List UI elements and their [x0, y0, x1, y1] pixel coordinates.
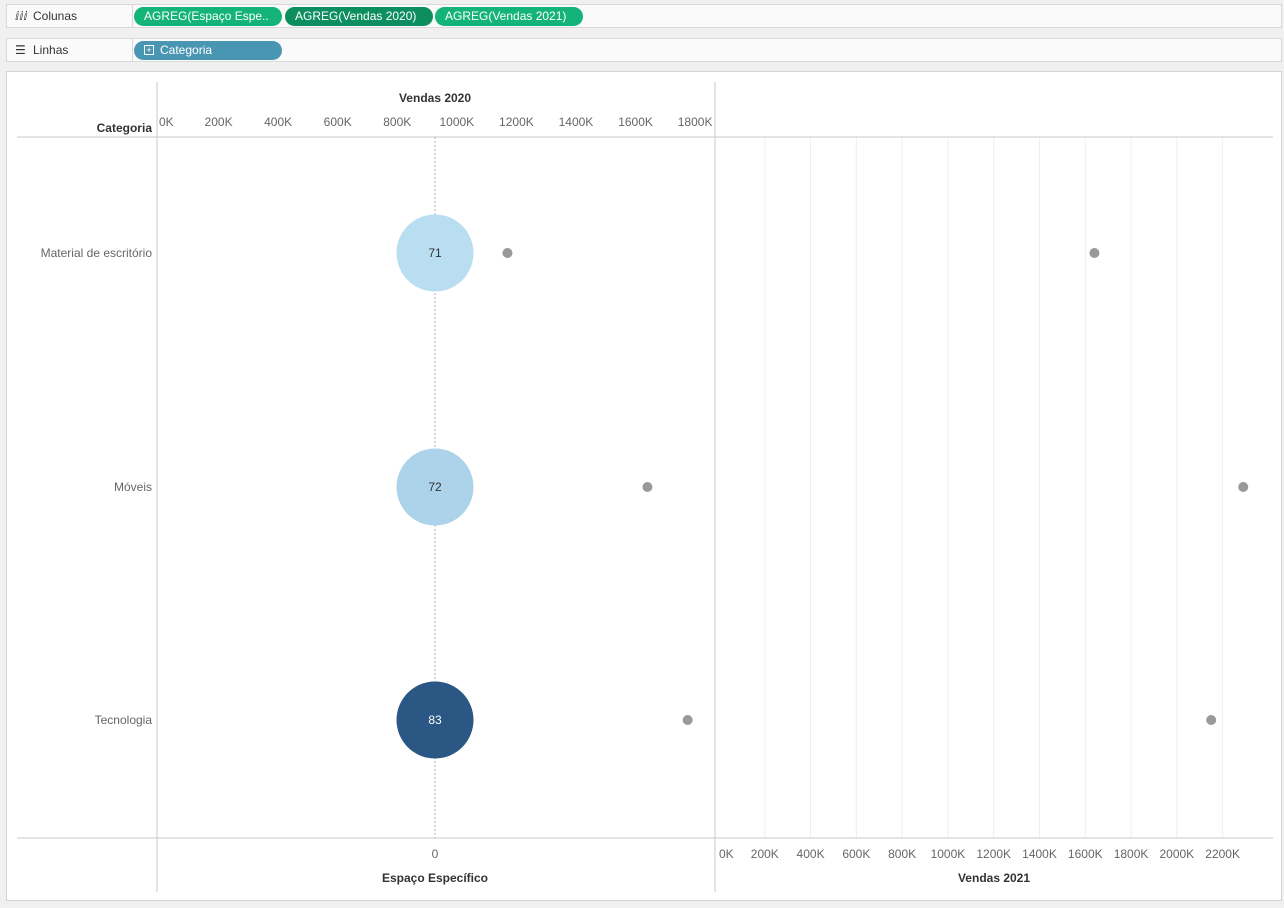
- tick-label-espaco: 0: [432, 847, 439, 861]
- columns-icon: ⅈⅈⅈ: [15, 9, 28, 23]
- axis-title-espaco: Espaço Específico: [382, 871, 488, 885]
- tick-label-vendas-2021: 800K: [888, 847, 916, 861]
- espaco-circle-mark: [396, 448, 474, 526]
- vendas-2020-point: [642, 482, 653, 492]
- tick-label-vendas-2020: 1800K: [678, 115, 713, 129]
- tick-label-vendas-2021: 2000K: [1159, 847, 1194, 861]
- vendas-2020-point: [682, 715, 693, 725]
- pill-vendas-2021[interactable]: AGREG(Vendas 2021): [435, 7, 583, 26]
- rows-list-icon: ☰: [15, 43, 26, 57]
- tick-label-vendas-2020: 1600K: [618, 115, 653, 129]
- tick-label-vendas-2020: 1200K: [499, 115, 534, 129]
- tick-label-vendas-2021: 1800K: [1114, 847, 1149, 861]
- tick-label-vendas-2021: 1200K: [976, 847, 1011, 861]
- rows-label-text: Linhas: [33, 43, 69, 57]
- row-label: Tecnologia: [95, 713, 153, 727]
- pill-categoria-label: Categoria: [160, 43, 213, 57]
- tick-label-vendas-2021: 600K: [842, 847, 870, 861]
- columns-shelf: ⅈⅈⅈ Colunas AGREG(Espaço Espe.. AGREG(Ve…: [6, 4, 1282, 28]
- espaco-circle-mark: [396, 681, 474, 759]
- espaco-circle-label: 72: [428, 480, 442, 494]
- tick-label-vendas-2021: 1400K: [1022, 847, 1057, 861]
- vendas-2021-point: [1238, 482, 1249, 492]
- vendas-2021-point: [1089, 248, 1100, 258]
- tick-label-vendas-2020: 1000K: [439, 115, 474, 129]
- row-label: Móveis: [114, 480, 152, 494]
- expand-plus-icon[interactable]: +: [144, 44, 154, 55]
- axis-title-vendas-2020: Vendas 2020: [399, 91, 471, 105]
- tick-label-vendas-2020: 1400K: [559, 115, 594, 129]
- columns-label-text: Colunas: [33, 9, 78, 23]
- rows-shelf: ☰ Linhas + Categoria: [6, 38, 1282, 62]
- rows-shelf-label: ☰ Linhas: [7, 39, 133, 61]
- tick-label-vendas-2020: 400K: [264, 115, 292, 129]
- pill-categoria[interactable]: + Categoria: [134, 41, 282, 60]
- tick-label-vendas-2021: 2200K: [1205, 847, 1240, 861]
- pill-espaco-especifico[interactable]: AGREG(Espaço Espe..: [134, 7, 282, 26]
- tick-label-vendas-2021: 0K: [719, 847, 734, 861]
- pill-vendas-2020[interactable]: AGREG(Vendas 2020): [285, 7, 433, 26]
- espaco-circle-label: 83: [428, 713, 442, 727]
- espaco-circle-mark: [396, 214, 474, 292]
- espaco-circle-label: 71: [428, 246, 442, 260]
- tick-label-vendas-2020: 200K: [205, 115, 233, 129]
- vendas-2021-point: [1206, 715, 1217, 725]
- row-header-title: Categoria: [97, 121, 153, 135]
- axis-title-vendas-2021: Vendas 2021: [958, 871, 1030, 885]
- tick-label-vendas-2020: 0K: [159, 115, 174, 129]
- columns-shelf-label: ⅈⅈⅈ Colunas: [7, 5, 133, 27]
- tick-label-vendas-2021: 200K: [751, 847, 779, 861]
- row-label: Material de escritório: [41, 246, 153, 260]
- tick-label-vendas-2020: 600K: [324, 115, 352, 129]
- tick-label-vendas-2021: 1000K: [931, 847, 966, 861]
- chart-svg: Categoria Vendas 2020 0K 200K 400K 600K 800K 10…: [17, 82, 1273, 892]
- tick-label-vendas-2020: 800K: [383, 115, 411, 129]
- visualization-pane: Categoria Vendas 2020 0K 200K 400K 600K 800K 10…: [6, 71, 1282, 901]
- tick-label-vendas-2021: 1600K: [1068, 847, 1103, 861]
- tick-label-vendas-2021: 400K: [797, 847, 825, 861]
- vendas-2020-point: [502, 248, 513, 258]
